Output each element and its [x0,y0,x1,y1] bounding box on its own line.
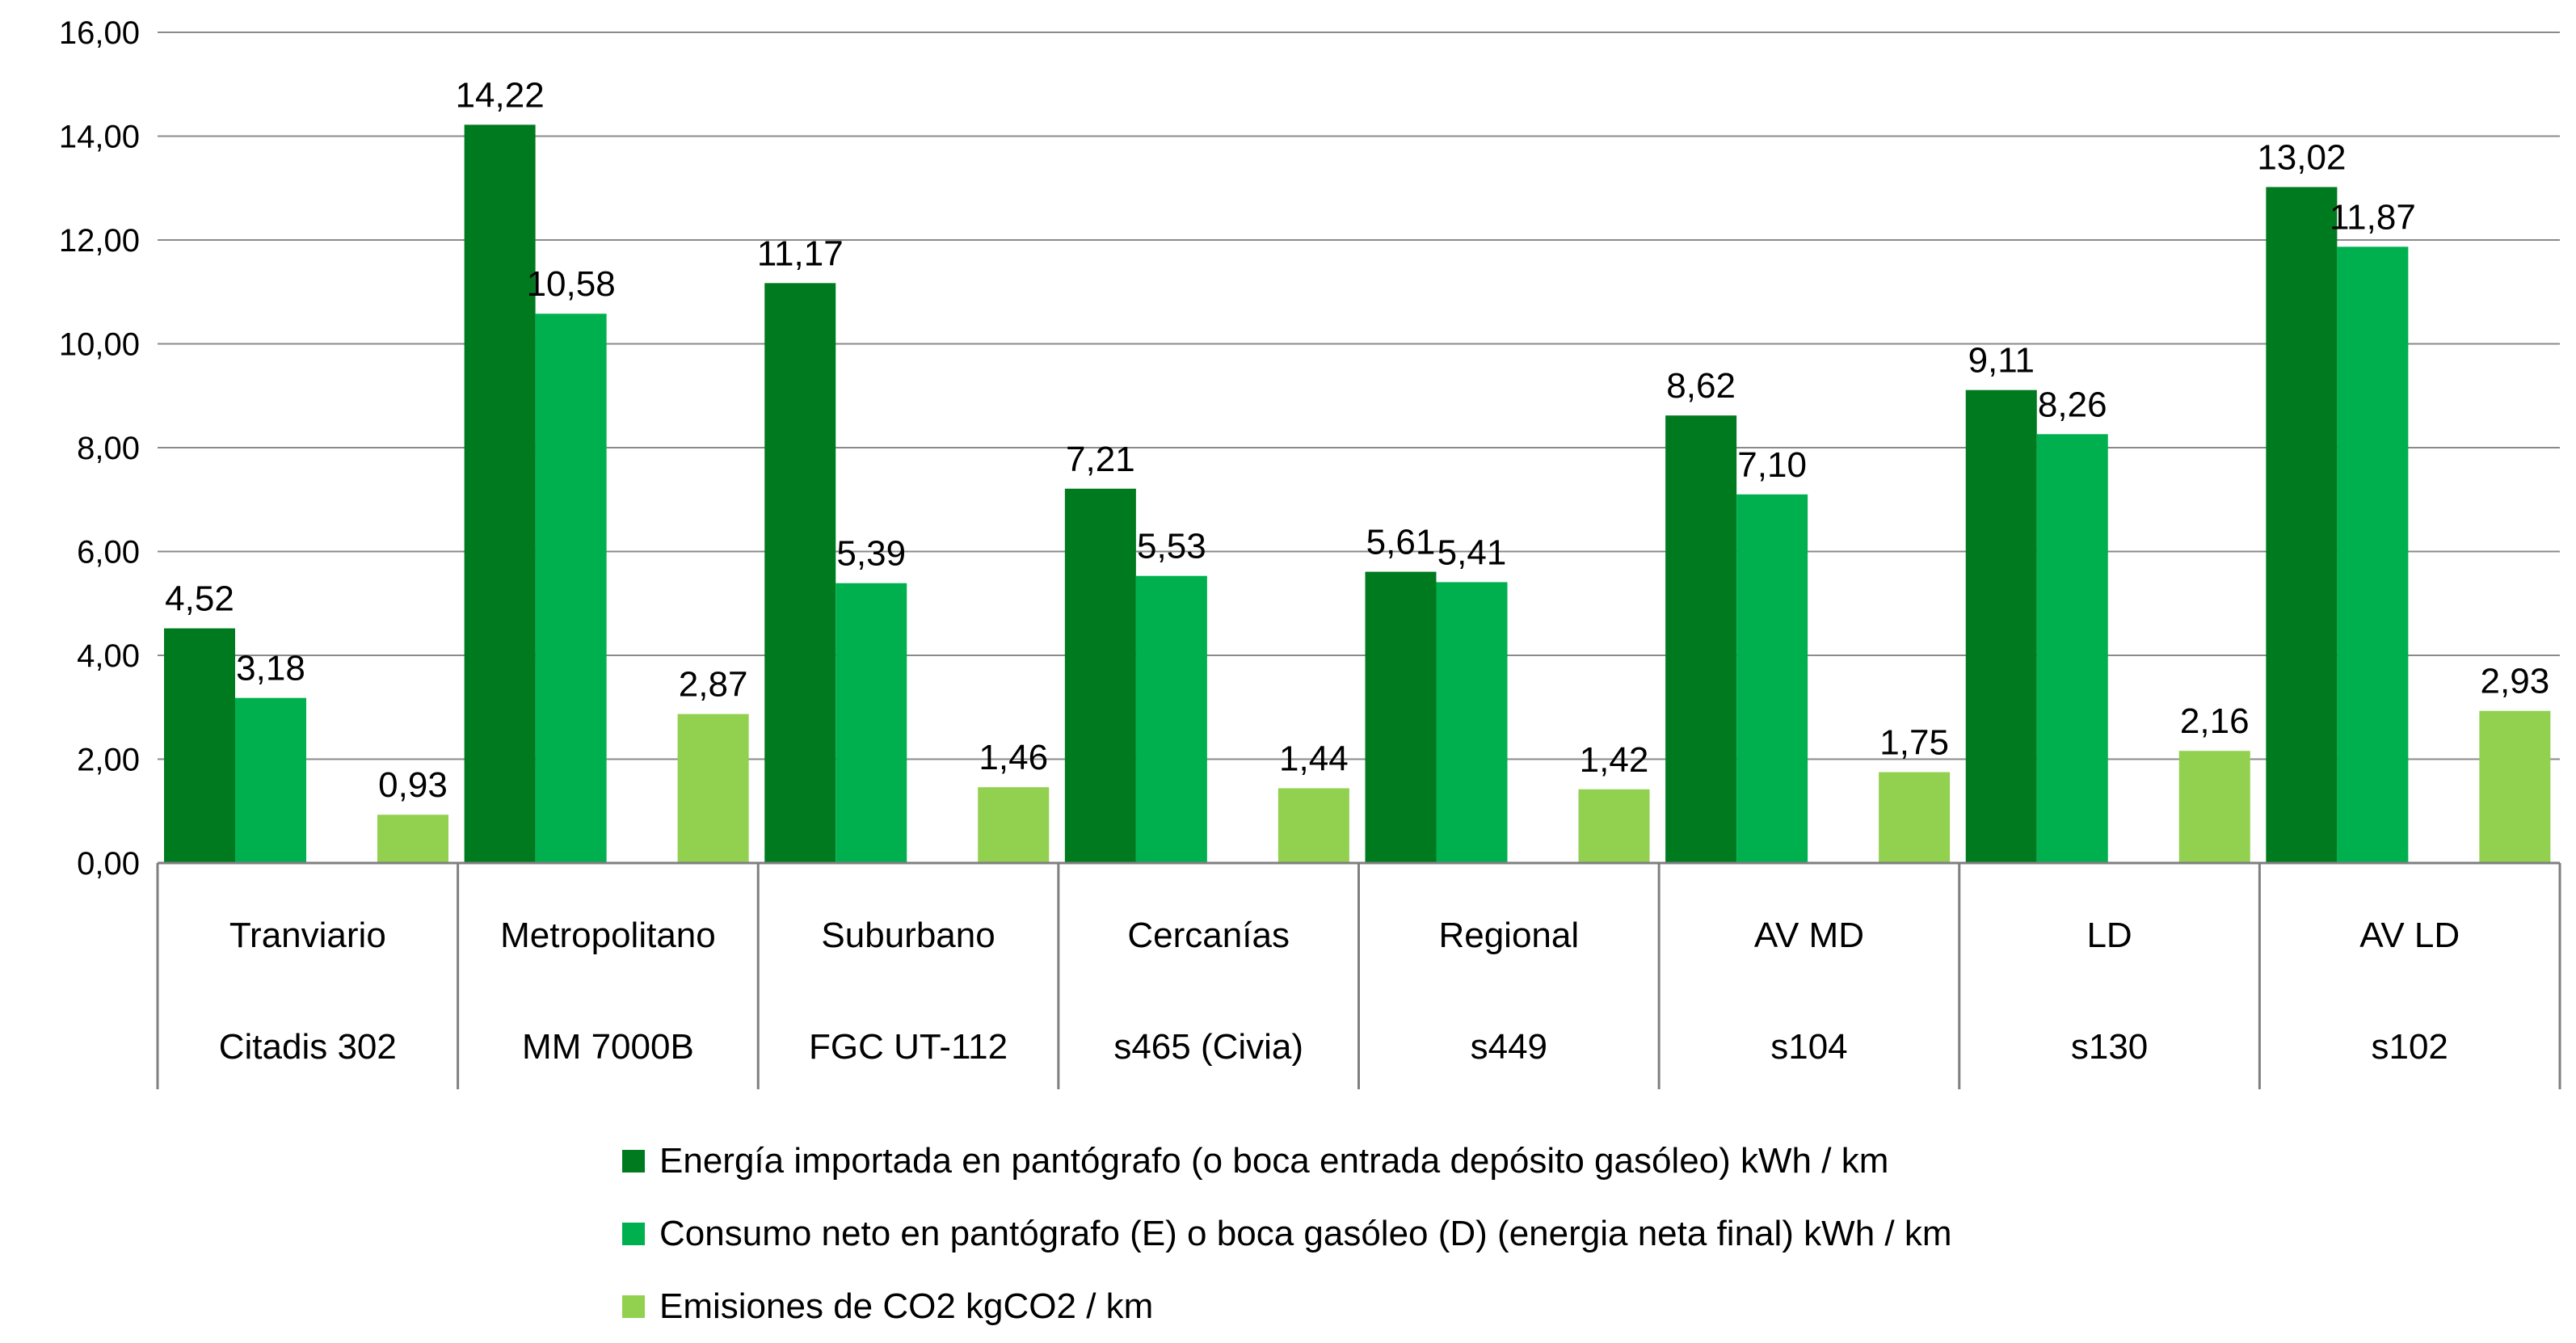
legend-item-consumo-neto: Consumo neto en pantógrafo (E) o boca ga… [622,1198,1952,1270]
data-label: 8,62 [1666,366,1736,406]
bar-consumo-neto [2337,246,2409,863]
data-label: 7,10 [1737,445,1807,485]
x-category-label: Metropolitano [500,916,716,955]
bar-consumo-neto [836,583,907,863]
bar-energia-importada [464,124,536,864]
bar-consumo-neto [535,314,607,863]
x-category-model-label: s104 [1770,1027,1847,1067]
x-category-model-label: MM 7000B [522,1027,694,1067]
x-category-label: Suburbano [821,916,995,955]
legend-item-emisiones-co2: Emisiones de CO2 kgCO2 / km [622,1270,1952,1343]
x-category-label: Cercanías [1127,916,1290,955]
bar-energia-importada [1665,415,1737,863]
data-label: 5,39 [836,534,906,574]
data-label: 8,26 [2038,385,2107,424]
y-axis-tick-labels: 0,00 2,00 4,00 6,00 8,00 10,00 12,00 14,00 16,00 [59,15,140,882]
bar-energia-importada [1365,571,1437,863]
x-category-model-label: s102 [2371,1027,2448,1067]
y-tick-label: 8,00 [77,431,140,466]
bar-emisiones-co2 [2178,751,2250,863]
y-tick-label: 14,00 [59,120,140,155]
data-label: 0,93 [378,765,448,805]
data-label: 2,93 [2481,662,2550,701]
x-category-model-label: s130 [2071,1027,2148,1067]
bar-consumo-neto [1135,575,1207,863]
data-label: 1,46 [979,738,1048,777]
legend-swatch [622,1223,645,1245]
y-tick-label: 4,00 [77,638,140,674]
data-label: 5,61 [1366,523,1436,562]
y-tick-label: 10,00 [59,327,140,363]
bar-emisiones-co2 [377,815,448,863]
legend-swatch [622,1295,645,1318]
bar-energia-importada [1965,389,2037,863]
data-label: 3,18 [236,649,305,688]
data-label: 1,42 [1580,740,1649,780]
bar-consumo-neto [1436,582,1508,863]
bar-consumo-neto [2036,434,2108,863]
bar-energia-importada [1064,488,1136,863]
bar-consumo-neto [1736,494,1808,863]
bar-chart: 0,00 2,00 4,00 6,00 8,00 10,00 12,00 14,00 16,00… [59,15,2561,1089]
data-label: 1,44 [1279,739,1349,778]
data-label: 5,53 [1137,527,1206,566]
legend-label: Energía importada en pantógrafo (o boca … [659,1141,1889,1181]
bar-energia-importada [164,628,235,863]
data-label: 10,58 [527,264,616,304]
y-tick-label: 0,00 [77,846,140,882]
y-tick-label: 2,00 [77,743,140,778]
data-label: 13,02 [2257,137,2346,177]
x-category-label: LD [2086,916,2132,955]
bar-emisiones-co2 [978,787,1050,863]
y-tick-label: 12,00 [59,223,140,259]
x-category-model-label: Citadis 302 [219,1027,397,1067]
bar-emisiones-co2 [1277,788,1349,863]
data-label: 1,75 [1879,723,1949,763]
data-label: 5,41 [1437,533,1507,572]
x-category-label: Regional [1438,916,1579,955]
bar-emisiones-co2 [677,714,749,863]
data-label: 4,52 [165,579,234,619]
x-category-label: AV MD [1754,916,1864,955]
bar-emisiones-co2 [2479,710,2551,863]
x-axis-table: Tranviario Citadis 302 Metropolitano MM 700… [156,861,2561,1089]
data-label: 7,21 [1066,440,1135,479]
data-label: 2,16 [2180,701,2250,741]
x-category-label: Tranviario [229,916,386,955]
bar-consumo-neto [235,697,306,863]
legend: Energía importada en pantógrafo (o boca … [622,1125,1952,1343]
bars [164,124,2551,864]
y-tick-label: 16,00 [59,15,140,51]
x-category-model-label: FGC UT-112 [809,1027,1008,1067]
x-category-model-label: s465 (Civia) [1113,1027,1303,1067]
x-category-label: AV LD [2359,916,2460,955]
x-category-model-label: s449 [1471,1027,1547,1067]
data-label: 2,87 [679,665,748,705]
data-labels: 4,523,18 0,93 14,22 10,58 2,87 11,17 5,39 1,46 7… [165,75,2549,805]
bar-energia-importada [2266,187,2338,864]
legend-swatch [622,1150,645,1172]
bar-emisiones-co2 [1578,789,1650,863]
bar-emisiones-co2 [1879,772,1951,863]
legend-label: Emisiones de CO2 kgCO2 / km [659,1286,1154,1326]
data-label: 11,87 [2330,197,2416,237]
data-label: 9,11 [1968,341,2035,381]
data-label: 14,22 [456,75,545,115]
legend-item-energia-importada: Energía importada en pantógrafo (o boca … [622,1125,1952,1198]
legend-label: Consumo neto en pantógrafo (E) o boca ga… [659,1214,1952,1253]
y-tick-label: 6,00 [77,535,140,570]
bar-energia-importada [764,283,836,863]
data-label: 11,17 [757,234,844,273]
